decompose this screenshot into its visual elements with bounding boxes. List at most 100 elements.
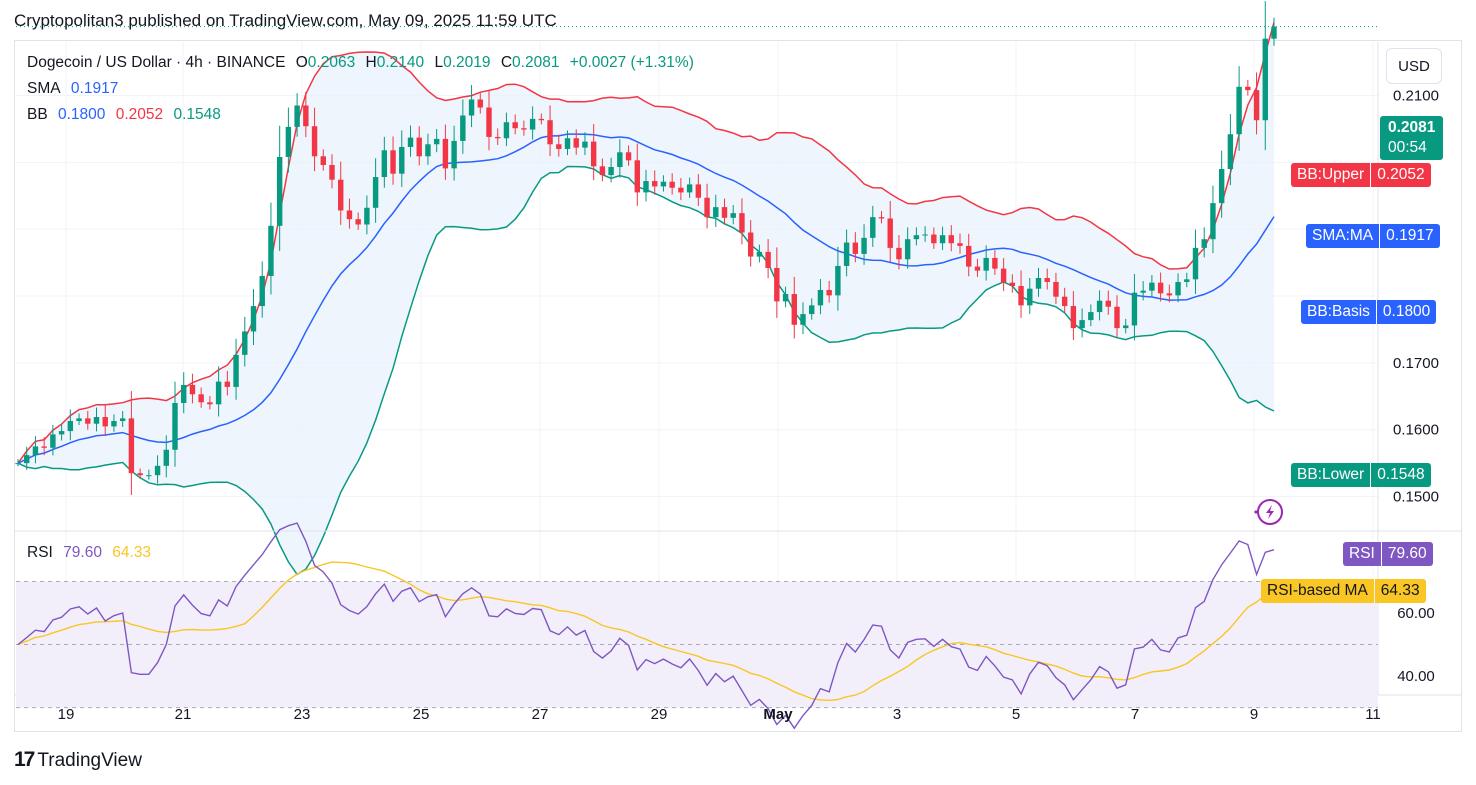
candle-body — [1070, 306, 1077, 329]
candle-body — [843, 242, 850, 266]
candle-body — [809, 305, 815, 315]
candle-body — [1184, 279, 1190, 282]
candle — [1175, 273, 1181, 303]
candle-body — [1227, 134, 1234, 170]
candle-body — [756, 251, 763, 257]
candle — [15, 459, 21, 467]
candle-body — [1245, 86, 1251, 91]
bar-countdown: 00:54 — [1388, 139, 1427, 156]
currency-button[interactable]: USD — [1386, 48, 1442, 84]
sma-legend-label: SMA — [27, 80, 61, 97]
candle — [285, 107, 292, 173]
candle-body — [992, 257, 998, 269]
candle-body — [320, 156, 326, 166]
candle — [774, 247, 780, 318]
candle-body — [198, 394, 204, 403]
candle — [58, 423, 65, 441]
candle-body — [1253, 90, 1260, 121]
candle-body — [119, 418, 126, 422]
candle-body — [835, 265, 841, 296]
candle — [215, 366, 222, 417]
candle — [1070, 291, 1077, 341]
candle — [1201, 227, 1207, 258]
candle-body — [137, 473, 143, 476]
candle-body — [1035, 277, 1042, 289]
candle-body — [399, 146, 405, 174]
candle — [809, 298, 815, 320]
candle — [913, 227, 920, 246]
candle — [460, 99, 466, 154]
candle — [983, 245, 989, 281]
candle — [224, 370, 231, 396]
candle-body — [721, 207, 728, 218]
candle-body — [15, 463, 21, 465]
rsi-ma-tag: RSI-based MA 64.33 — [1261, 579, 1426, 603]
time-axis-label: 9 — [1250, 706, 1258, 723]
candle-body — [294, 105, 300, 127]
candle — [896, 235, 902, 270]
candle — [294, 93, 300, 137]
candle — [102, 404, 108, 437]
candle-body — [739, 213, 745, 233]
candle-body — [76, 418, 82, 422]
candle — [146, 469, 152, 480]
candle — [163, 435, 169, 478]
candle-body — [861, 237, 867, 254]
candle-body — [686, 184, 693, 193]
candle — [1157, 272, 1164, 302]
candle-body — [1044, 277, 1050, 282]
candle — [791, 276, 797, 339]
candle — [338, 161, 344, 225]
symbol-legend: Dogecoin / US Dollar · 4h · BINANCE O0.2… — [27, 54, 700, 72]
candle — [119, 411, 126, 427]
candle — [547, 105, 553, 157]
candle — [817, 279, 824, 315]
candle — [1210, 185, 1216, 254]
candle-body — [207, 402, 213, 405]
candle — [477, 91, 483, 114]
candle-body — [468, 99, 475, 116]
ohlc-close: C0.2081 — [500, 54, 560, 71]
candle — [870, 205, 876, 247]
candle-body — [32, 446, 39, 456]
rsi-ma-tag-label: RSI-based MA — [1261, 579, 1374, 603]
candle — [852, 232, 859, 263]
rsi-axis-label: 40.00 — [1397, 668, 1435, 685]
candle-body — [425, 144, 431, 157]
candle — [721, 198, 728, 225]
candle-body — [268, 225, 274, 276]
candle-body — [242, 331, 248, 355]
rsi-legend[interactable]: RSI 79.60 64.33 — [27, 544, 157, 562]
candle — [887, 200, 893, 262]
candle — [311, 107, 318, 172]
candle — [181, 372, 187, 414]
candle — [172, 381, 178, 467]
candle-body — [303, 105, 309, 127]
candle-body — [904, 239, 911, 260]
candle-body — [1000, 268, 1007, 283]
candle-body — [957, 243, 963, 246]
candle-body — [564, 138, 571, 149]
candle-body — [791, 294, 797, 325]
candle-body — [102, 417, 108, 427]
candle — [128, 391, 135, 495]
tradingview-logo[interactable]: 17 TradingView — [14, 748, 142, 772]
candle-body — [451, 140, 457, 169]
sma-tag-value: 0.1917 — [1380, 224, 1440, 248]
candle — [948, 225, 954, 252]
candle — [1035, 267, 1042, 297]
rsi-tag: RSI 79.60 — [1343, 542, 1433, 566]
candle-body — [617, 152, 623, 168]
bb-lower-tag: BB:Lower 0.1548 — [1291, 463, 1431, 487]
candle-body — [922, 234, 928, 236]
candle — [111, 414, 117, 432]
time-axis-label: May — [763, 706, 793, 723]
symbol-name[interactable]: Dogecoin / US Dollar · 4h · BINANCE — [27, 54, 286, 71]
candle — [713, 194, 719, 228]
candle-body — [1149, 282, 1155, 291]
candle-body — [974, 266, 981, 271]
candle — [1253, 72, 1260, 135]
bb-legend[interactable]: BB 0.1800 0.2052 0.1548 — [27, 106, 227, 124]
sma-legend[interactable]: SMA 0.1917 — [27, 80, 124, 98]
